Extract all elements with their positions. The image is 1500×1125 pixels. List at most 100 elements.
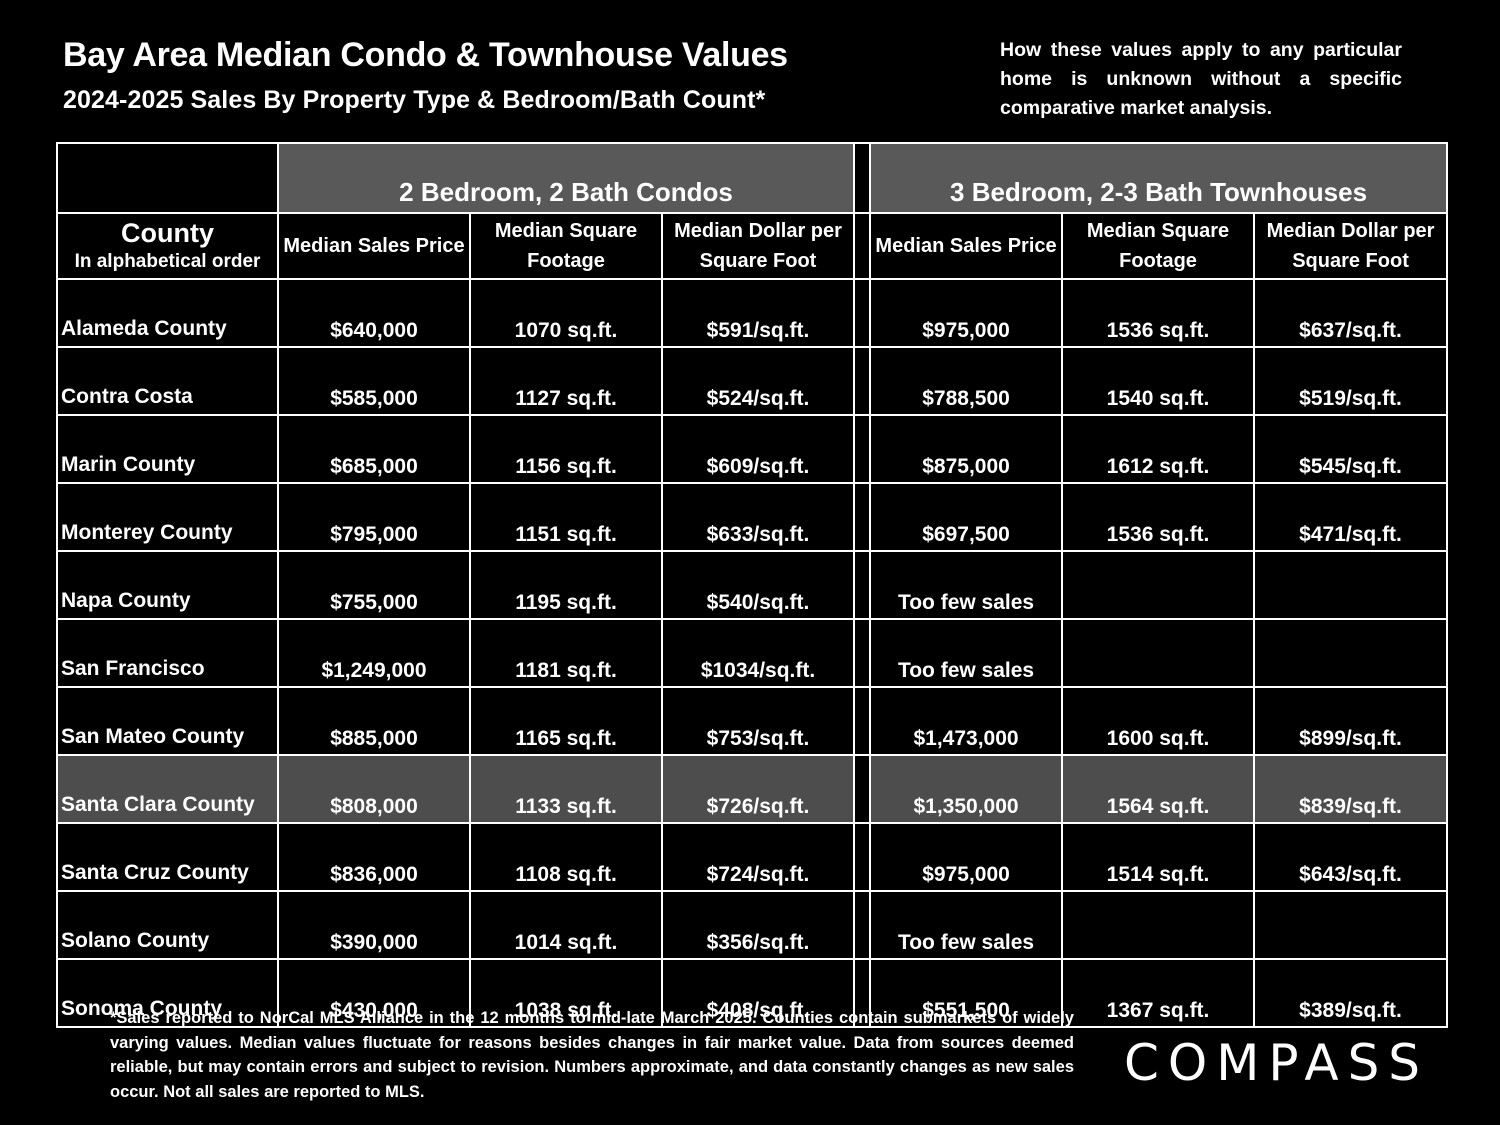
condo-price-cell: $585,000 — [277, 346, 471, 416]
condo-ppsf-cell: $540/sq.ft. — [660, 550, 856, 620]
condo-price-cell: $1,249,000 — [277, 618, 471, 688]
column-divider — [853, 142, 872, 214]
townhouse-sqft-cell: 1540 sq.ft. — [1061, 346, 1256, 416]
condo-sqft-cell: 1108 sq.ft. — [469, 822, 663, 892]
condo-ppsf-cell: $591/sq.ft. — [660, 278, 856, 348]
county-cell: San Mateo County — [56, 686, 279, 756]
county-cell: Sonoma County — [56, 958, 279, 1028]
townhouse-sqft-cell: 1600 sq.ft. — [1061, 686, 1256, 756]
group-header-row: 2 Bedroom, 2 Bath Condos 3 Bedroom, 2-3 … — [56, 142, 1449, 214]
condo-price-cell: $755,000 — [277, 550, 471, 620]
column-divider — [853, 618, 872, 688]
townhouse-ppsf-cell: $643/sq.ft. — [1253, 822, 1449, 892]
townhouse-price-cell: $788,500 — [869, 346, 1064, 416]
townhouse-sqft-cell — [1061, 890, 1256, 960]
condo-ppsf-cell: $408/sq.ft. — [660, 958, 856, 1028]
townhouse-ppsf-cell: $899/sq.ft. — [1253, 686, 1449, 756]
townhouse-ppsf-cell — [1253, 890, 1449, 960]
condo-sqft-cell: 1127 sq.ft. — [469, 346, 663, 416]
condo-ppsf-header: Median Dollar per Square Foot — [660, 212, 856, 280]
table-row: Sonoma County $430,000 1038 sq.ft. $408/sq.… — [56, 958, 1449, 1028]
condo-ppsf-cell: $753/sq.ft. — [660, 686, 856, 756]
townhouse-ppsf-cell: $471/sq.ft. — [1253, 482, 1449, 552]
condo-sqft-cell: 1195 sq.ft. — [469, 550, 663, 620]
footnote: *Sales reported to NorCal MLS Alliance i… — [110, 1009, 1074, 1101]
table-row: Santa Clara County $808,000 1133 sq.ft. $72… — [56, 754, 1449, 824]
townhouse-price-cell: Too few sales — [869, 890, 1064, 960]
column-divider — [853, 278, 872, 348]
column-divider — [853, 550, 872, 620]
townhouse-sqft-cell: 1536 sq.ft. — [1061, 482, 1256, 552]
county-cell: Napa County — [56, 550, 279, 620]
disclaimer-note: How these values apply to any particular… — [1000, 39, 1402, 119]
county-header-label: County — [121, 218, 214, 248]
townhouse-price-header: Median Sales Price — [869, 212, 1064, 280]
townhouse-sqft-cell: 1367 sq.ft. — [1061, 958, 1256, 1028]
table-row: Santa Cruz County $836,000 1108 sq.ft. $724… — [56, 822, 1449, 892]
condo-price-cell: $640,000 — [277, 278, 471, 348]
condo-price-cell: $808,000 — [277, 754, 471, 824]
column-divider — [853, 958, 872, 1028]
table-row: Contra Costa $585,000 1127 sq.ft. $524/sq.f… — [56, 346, 1449, 416]
compass-logo: COMPASS — [1124, 1034, 1430, 1092]
column-divider — [853, 754, 872, 824]
column-divider — [853, 686, 872, 756]
townhouse-ppsf-cell: $839/sq.ft. — [1253, 754, 1449, 824]
condo-price-header: Median Sales Price — [277, 212, 471, 280]
townhouse-ppsf-cell: $545/sq.ft. — [1253, 414, 1449, 484]
column-header-row: County In alphabetical order Median Sale… — [56, 212, 1449, 280]
table-row: Monterey County $795,000 1151 sq.ft. $633/s… — [56, 482, 1449, 552]
condo-ppsf-cell: $633/sq.ft. — [660, 482, 856, 552]
condo-sqft-cell: 1156 sq.ft. — [469, 414, 663, 484]
county-cell: Alameda County — [56, 278, 279, 348]
table-row: Alameda County $640,000 1070 sq.ft. $591/sq… — [56, 278, 1449, 348]
townhouse-price-cell: $1,473,000 — [869, 686, 1064, 756]
county-cell: Solano County — [56, 890, 279, 960]
townhouse-sqft-cell — [1061, 550, 1256, 620]
townhouse-price-cell: $875,000 — [869, 414, 1064, 484]
townhouse-sqft-header: Median Square Footage — [1061, 212, 1256, 280]
values-table: 2 Bedroom, 2 Bath Condos 3 Bedroom, 2-3 … — [56, 142, 1449, 1028]
county-cell: Contra Costa — [56, 346, 279, 416]
townhouse-ppsf-cell — [1253, 550, 1449, 620]
condo-sqft-cell: 1038 sq.ft. — [469, 958, 663, 1028]
condo-sqft-cell: 1133 sq.ft. — [469, 754, 663, 824]
townhouse-sqft-cell: 1564 sq.ft. — [1061, 754, 1256, 824]
townhouse-ppsf-cell: $637/sq.ft. — [1253, 278, 1449, 348]
townhouse-sqft-cell: 1514 sq.ft. — [1061, 822, 1256, 892]
townhouse-price-cell: $1,350,000 — [869, 754, 1064, 824]
condo-ppsf-cell: $356/sq.ft. — [660, 890, 856, 960]
condo-sqft-cell: 1070 sq.ft. — [469, 278, 663, 348]
townhouse-price-cell: $551,500 — [869, 958, 1064, 1028]
condo-price-cell: $795,000 — [277, 482, 471, 552]
county-cell: Marin County — [56, 414, 279, 484]
condo-ppsf-cell: $1034/sq.ft. — [660, 618, 856, 688]
column-divider — [853, 890, 872, 960]
table-row: San Mateo County $885,000 1165 sq.ft. $753/… — [56, 686, 1449, 756]
condo-price-cell: $685,000 — [277, 414, 471, 484]
townhouse-ppsf-cell: $519/sq.ft. — [1253, 346, 1449, 416]
townhouse-price-cell: $975,000 — [869, 822, 1064, 892]
townhouse-ppsf-cell: $389/sq.ft. — [1253, 958, 1449, 1028]
condo-sqft-header: Median Square Footage — [469, 212, 663, 280]
townhouse-sqft-cell: 1536 sq.ft. — [1061, 278, 1256, 348]
townhouse-price-cell: $697,500 — [869, 482, 1064, 552]
county-column-header: County In alphabetical order — [56, 212, 279, 280]
county-header-sublabel: In alphabetical order — [74, 251, 261, 272]
page-subtitle: 2024-2025 Sales By Property Type & Bedro… — [63, 86, 766, 114]
condo-sqft-cell: 1151 sq.ft. — [469, 482, 663, 552]
column-divider — [853, 212, 872, 280]
townhouse-price-cell: $975,000 — [869, 278, 1064, 348]
corner-cell — [56, 142, 279, 214]
condo-ppsf-cell: $724/sq.ft. — [660, 822, 856, 892]
column-divider — [853, 414, 872, 484]
townhouse-ppsf-header: Median Dollar per Square Foot — [1253, 212, 1449, 280]
county-cell: San Francisco — [56, 618, 279, 688]
table-row: Marin County $685,000 1156 sq.ft. $609/sq.f… — [56, 414, 1449, 484]
condo-ppsf-cell: $524/sq.ft. — [660, 346, 856, 416]
condo-sqft-cell: 1165 sq.ft. — [469, 686, 663, 756]
townhouse-sqft-cell: 1612 sq.ft. — [1061, 414, 1256, 484]
townhouse-price-cell: Too few sales — [869, 550, 1064, 620]
townhouse-sqft-cell — [1061, 618, 1256, 688]
condo-price-cell: $885,000 — [277, 686, 471, 756]
